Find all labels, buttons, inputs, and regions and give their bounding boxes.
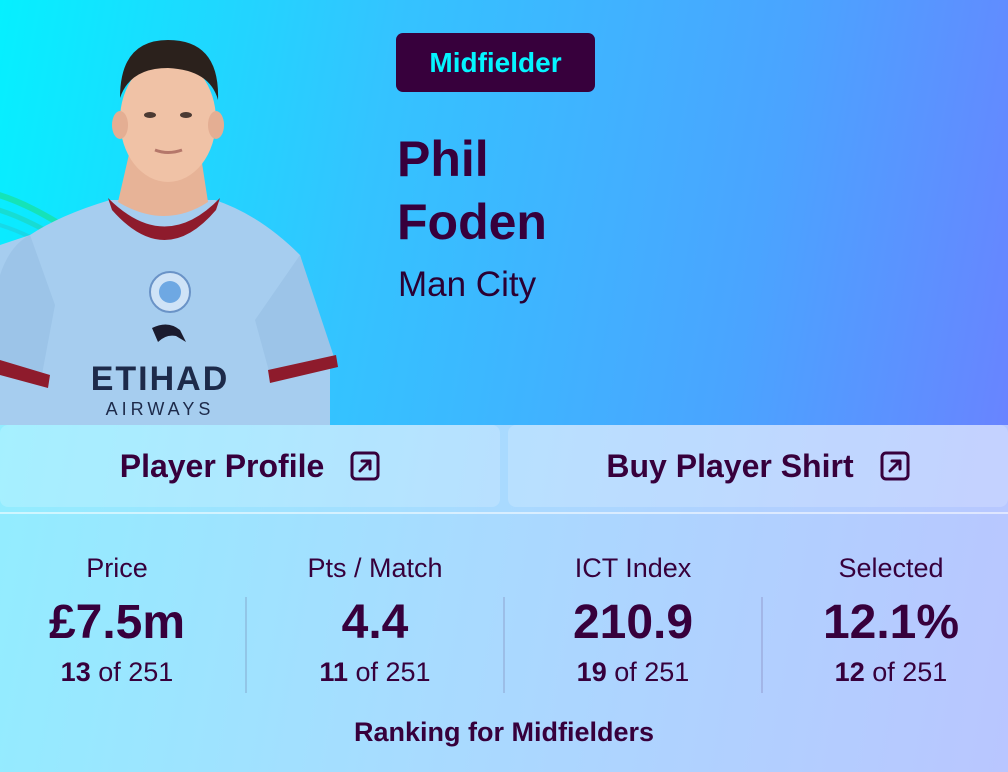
player-stats-panel: Player Profile Buy Player Shirt Price £7… xyxy=(0,425,1008,772)
stat-price: Price £7.5m 13 of 251 xyxy=(2,552,232,689)
stat-value: £7.5m xyxy=(48,596,186,649)
stat-value: 12.1% xyxy=(822,596,960,649)
stat-label: Selected xyxy=(838,553,944,583)
stat-separator xyxy=(245,597,247,693)
stat-rank-total: of 251 xyxy=(614,657,690,687)
position-badge: Midfielder xyxy=(396,33,595,92)
stat-value: 4.4 xyxy=(341,596,409,649)
player-profile-label: Player Profile xyxy=(119,447,325,484)
stat-label: Price xyxy=(86,553,148,583)
external-link-icon xyxy=(350,451,380,481)
svg-text:AIRWAYS: AIRWAYS xyxy=(106,399,215,419)
stat-rank-number: 13 xyxy=(60,657,91,687)
external-link-icon xyxy=(880,451,910,481)
buy-player-shirt-label: Buy Player Shirt xyxy=(606,447,854,484)
stat-separator xyxy=(503,597,505,693)
stat-rank-number: 12 xyxy=(834,657,865,687)
player-first-name: Phil xyxy=(397,131,489,187)
team-name: Man City xyxy=(398,265,537,304)
player-profile-button[interactable]: Player Profile xyxy=(0,425,500,507)
stat-label: ICT Index xyxy=(574,553,692,583)
stat-separator xyxy=(761,597,763,693)
stat-rank-number: 19 xyxy=(576,657,607,687)
stat-points-per-match: Pts / Match 4.4 11 of 251 xyxy=(260,552,490,689)
svg-text:ETIHAD: ETIHAD xyxy=(91,360,230,398)
stat-selected: Selected 12.1% 12 of 251 xyxy=(776,552,1006,689)
stat-rank-number: 11 xyxy=(319,657,348,687)
player-hero: ETIHAD AIRWAYS Midfielder Phil Foden Man… xyxy=(0,33,595,425)
stat-value: 210.9 xyxy=(572,596,694,649)
ranking-note: Ranking for Midfielders xyxy=(353,717,655,747)
buy-player-shirt-button[interactable]: Buy Player Shirt xyxy=(508,425,1008,507)
stat-rank-total: of 251 xyxy=(872,657,948,687)
stat-label: Pts / Match xyxy=(307,553,443,583)
stat-ict-index: ICT Index 210.9 19 of 251 xyxy=(518,552,748,689)
stat-rank-total: of 251 xyxy=(355,657,431,687)
player-photo: ETIHAD AIRWAYS xyxy=(0,40,338,425)
stat-rank-total: of 251 xyxy=(98,657,174,687)
stat-rank: 13 of 251 xyxy=(2,655,232,689)
player-last-name: Foden xyxy=(397,194,547,250)
stat-rank: 12 of 251 xyxy=(776,655,1006,689)
stat-rank: 11 of 251 xyxy=(260,655,490,689)
stat-rank: 19 of 251 xyxy=(518,655,748,689)
section-divider xyxy=(0,512,1008,514)
